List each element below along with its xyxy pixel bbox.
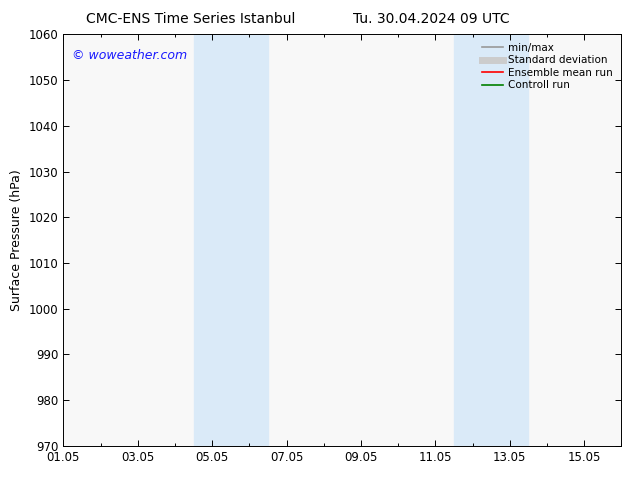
Text: © woweather.com: © woweather.com — [72, 49, 187, 62]
Legend: min/max, Standard deviation, Ensemble mean run, Controll run: min/max, Standard deviation, Ensemble me… — [479, 40, 616, 94]
Text: Tu. 30.04.2024 09 UTC: Tu. 30.04.2024 09 UTC — [353, 12, 510, 26]
Y-axis label: Surface Pressure (hPa): Surface Pressure (hPa) — [10, 169, 23, 311]
Bar — [193, 34, 268, 446]
Bar — [454, 34, 528, 446]
Text: CMC-ENS Time Series Istanbul: CMC-ENS Time Series Istanbul — [86, 12, 295, 26]
